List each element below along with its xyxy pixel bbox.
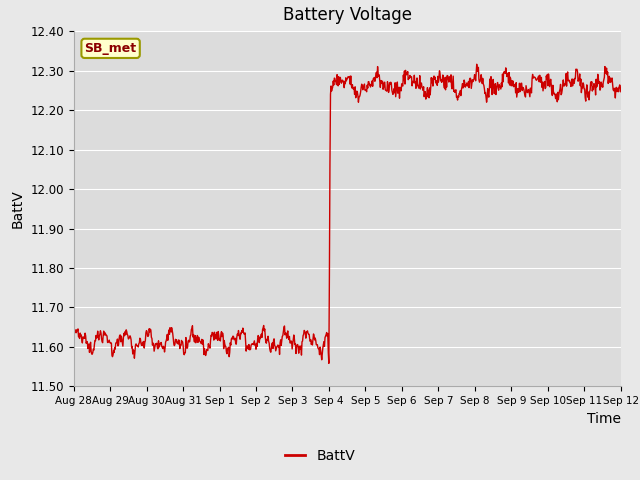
Title: Battery Voltage: Battery Voltage: [283, 6, 412, 24]
Legend: BattV: BattV: [279, 443, 361, 468]
Y-axis label: BattV: BattV: [11, 190, 25, 228]
X-axis label: Time: Time: [587, 412, 621, 426]
Text: SB_met: SB_met: [84, 42, 137, 55]
